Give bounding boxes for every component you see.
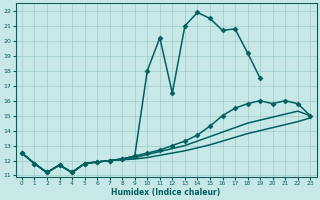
X-axis label: Humidex (Indice chaleur): Humidex (Indice chaleur) [111,188,221,197]
